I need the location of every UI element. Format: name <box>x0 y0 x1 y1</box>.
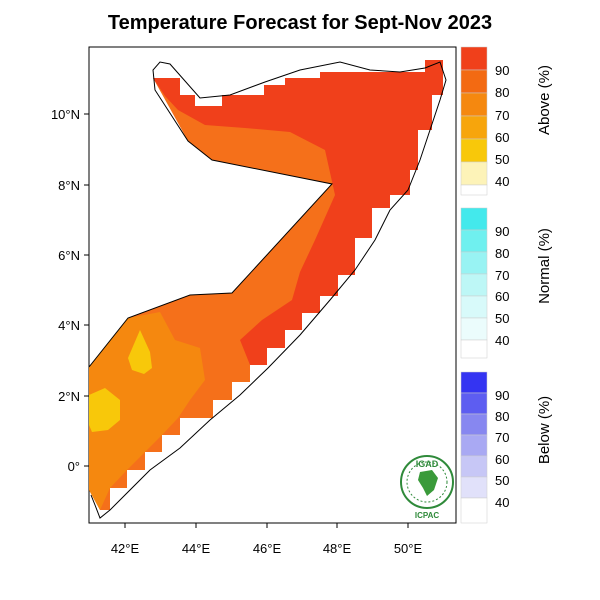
legend-level: 70 <box>495 108 509 123</box>
legend-level: 80 <box>495 246 509 261</box>
legend-level: 60 <box>495 452 509 467</box>
legend-level: 60 <box>495 289 509 304</box>
legend-swatch <box>460 115 488 140</box>
lon-tick: 50°E <box>394 541 423 556</box>
legend-swatch <box>460 46 488 71</box>
latitude-axis: 10°N 8°N 6°N 4°N 2°N 0° <box>51 107 89 474</box>
legend-swatch <box>460 434 488 457</box>
legend-swatch <box>460 184 488 196</box>
legend-swatch <box>460 413 488 436</box>
legend-swatch <box>460 497 488 524</box>
legend-swatch <box>460 251 488 275</box>
legend-swatch <box>460 339 488 359</box>
legend-level: 70 <box>495 430 509 445</box>
lon-tick: 44°E <box>182 541 211 556</box>
country-outline <box>88 61 447 519</box>
forecast-area-mid <box>89 312 205 510</box>
legend-level: 70 <box>495 268 509 283</box>
logo-bottom-text: ICPAC <box>415 511 440 520</box>
legend-level: 50 <box>495 311 509 326</box>
logo-top-text: IGAD <box>416 459 439 469</box>
legend-above: 90 80 70 60 50 40 Above (%) <box>460 46 553 196</box>
legend-swatch <box>460 69 488 94</box>
lat-tick: 6°N <box>58 248 80 263</box>
legend-normal-title: Normal (%) <box>536 228 553 304</box>
forecast-area-yellow-2 <box>128 330 152 374</box>
legend-swatch <box>460 138 488 163</box>
legend-level: 90 <box>495 224 509 239</box>
legend-swatch <box>460 371 488 394</box>
legend-swatch <box>460 92 488 117</box>
lon-tick: 42°E <box>111 541 140 556</box>
legend-level: 50 <box>495 473 509 488</box>
forecast-area-yellow-1 <box>89 388 120 432</box>
lat-tick: 2°N <box>58 389 80 404</box>
legend-swatch <box>460 161 488 186</box>
lat-tick: 4°N <box>58 318 80 333</box>
legend-swatch <box>460 229 488 253</box>
legend-level: 40 <box>495 333 509 348</box>
lat-tick: 10°N <box>51 107 80 122</box>
legend-level: 90 <box>495 388 509 403</box>
lat-tick: 8°N <box>58 178 80 193</box>
legend-swatch <box>460 295 488 319</box>
legend-level: 40 <box>495 174 509 189</box>
legend-level: 90 <box>495 63 509 78</box>
legend-below-title: Below (%) <box>536 396 553 464</box>
lon-tick: 46°E <box>253 541 282 556</box>
longitude-axis: 42°E 44°E 46°E 48°E 50°E <box>111 523 423 556</box>
legend-normal: 90 80 70 60 50 40 Normal (%) <box>460 207 553 359</box>
legend-swatch <box>460 476 488 499</box>
legend-level: 80 <box>495 409 509 424</box>
legend-above-title: Above (%) <box>536 65 553 135</box>
legend-level: 60 <box>495 130 509 145</box>
legend-swatch <box>460 207 488 231</box>
legend-level: 80 <box>495 85 509 100</box>
forecast-area-high <box>153 60 443 365</box>
lat-tick: 0° <box>68 459 80 474</box>
legend-swatch <box>460 392 488 415</box>
legend-swatch <box>460 273 488 297</box>
lon-tick: 48°E <box>323 541 352 556</box>
legend-swatch <box>460 317 488 341</box>
map-title: Temperature Forecast for Sept-Nov 2023 <box>107 12 493 34</box>
legend-level: 50 <box>495 152 509 167</box>
legend-below: 90 80 70 60 50 40 Below (%) <box>460 371 553 524</box>
icpac-logo: IGAD ICPAC <box>400 455 454 520</box>
legend-level: 40 <box>495 495 509 510</box>
legend-swatch <box>460 455 488 478</box>
